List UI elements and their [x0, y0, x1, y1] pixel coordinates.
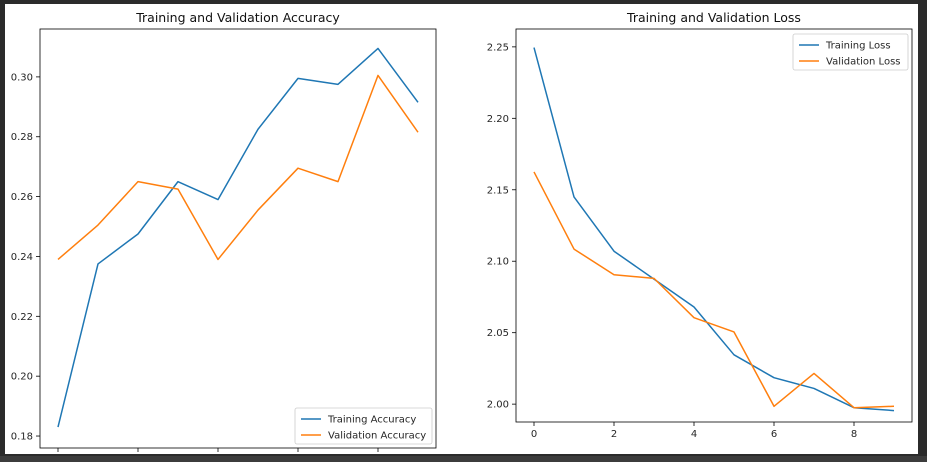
axes-frame-2 — [515, 28, 913, 423]
y-tick-label: 2.20 — [487, 114, 509, 125]
axes-frame-1 — [39, 28, 437, 449]
series-line-2-2 — [533, 171, 895, 409]
y-tick-label: 0.28 — [11, 132, 33, 143]
window-bottom-edge — [0, 456, 927, 462]
chart-figure: Training and Validation Accuracy 0 2 4 6 8 0.1… — [11, 10, 913, 452]
y-tick-label: 2.10 — [487, 257, 509, 268]
legend-2: Training Loss Validation Loss — [792, 33, 909, 71]
series-line-2-1 — [533, 47, 895, 412]
y-tick-label: 0.30 — [11, 72, 33, 83]
legend-box — [294, 407, 433, 445]
series-line-1-2 — [57, 74, 419, 261]
chart-panel-2: Training and Validation Loss 0 2 4 6 8 2.00 2.0… — [487, 10, 913, 440]
y-tick-label: 0.20 — [11, 372, 33, 383]
legend-label-2: Validation Accuracy — [328, 431, 426, 442]
y-tick-label: 0.26 — [11, 192, 33, 203]
x-tick-label: 2 — [611, 429, 617, 440]
y-tick-label: 0.24 — [11, 252, 33, 263]
y-tick-label: 2.15 — [487, 185, 509, 196]
legend-box — [792, 33, 909, 71]
chart-panel-1: Training and Validation Accuracy024680.1… — [11, 10, 437, 452]
legend-label-1: Training Accuracy — [327, 415, 416, 426]
legend-label-2: Validation Loss — [826, 57, 901, 68]
x-tick-label: 4 — [691, 429, 697, 440]
chart-title-1: Training and Validation Accuracy — [135, 10, 340, 25]
y-tick-label: 0.22 — [11, 312, 33, 323]
chart-title-2: Training and Validation Loss — [626, 10, 801, 25]
x-tick-label: 6 — [771, 429, 777, 440]
series-line-1-1 — [57, 47, 419, 428]
x-tick-label: 8 — [851, 429, 857, 440]
figure-canvas: Training and Validation Accuracy 0 2 4 6 8 0.1… — [5, 4, 918, 454]
y-tick-label: 2.00 — [487, 400, 509, 411]
y-tick-label: 2.05 — [487, 328, 509, 339]
y-tick-label: 2.25 — [487, 42, 509, 53]
legend-1: Training Accuracy Validation Accuracy — [294, 407, 433, 445]
y-tick-label: 0.18 — [11, 432, 33, 443]
x-tick-label: 0 — [531, 429, 537, 440]
legend-label-1: Training Loss — [825, 41, 891, 52]
